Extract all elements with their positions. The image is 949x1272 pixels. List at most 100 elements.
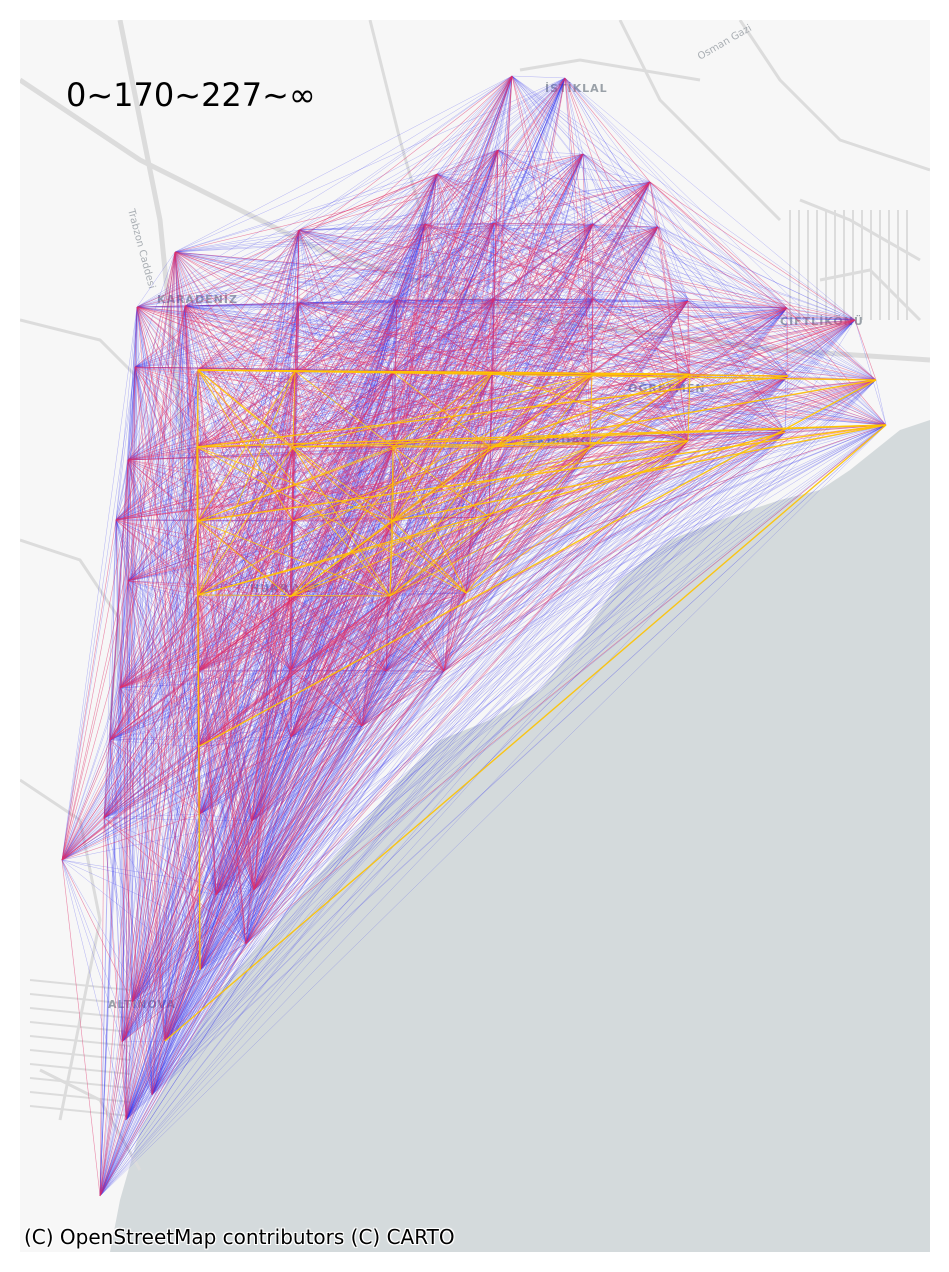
flow-line <box>125 889 255 1121</box>
flow-line <box>199 375 789 971</box>
flow-line <box>292 374 593 448</box>
flow-line <box>151 431 786 1096</box>
flow-line <box>109 594 199 741</box>
flow-line <box>136 306 856 321</box>
flow-line <box>199 370 296 971</box>
flow-line <box>199 596 291 971</box>
flow-line <box>127 229 300 461</box>
flow-line <box>99 374 593 1197</box>
flow-line <box>197 446 294 596</box>
flow-line <box>196 298 495 448</box>
flow-line <box>253 736 292 891</box>
flow-line <box>151 592 467 1096</box>
flow-line <box>115 519 199 672</box>
flow-line <box>119 299 398 689</box>
flow-line <box>589 440 689 448</box>
flow-line <box>497 149 659 228</box>
flow-line <box>492 77 566 373</box>
map-canvas[interactable]: İSTİKLAL KARADENİZ ÇİFTLİKÖNÜ OĞRETMEN TEKİR… <box>20 20 930 1252</box>
flow-line <box>215 424 887 896</box>
flow-line <box>196 181 651 448</box>
flow-line <box>389 431 786 597</box>
flow-line <box>582 153 689 442</box>
flow-line <box>184 302 300 307</box>
flow-line <box>289 592 467 671</box>
flow-line <box>99 594 199 1197</box>
flow-line <box>61 370 296 861</box>
flow-line <box>197 594 253 822</box>
flow-line <box>489 222 495 448</box>
flow-line <box>103 379 877 819</box>
flow-line <box>564 77 856 321</box>
flow-line <box>119 75 513 689</box>
flow-line <box>396 77 566 301</box>
flow-line <box>245 595 391 945</box>
flow-line <box>197 369 789 377</box>
flow-line <box>253 670 445 891</box>
flow-line <box>127 153 584 582</box>
flow-line <box>197 77 566 748</box>
flow-line <box>121 181 651 1043</box>
flow-line <box>151 943 247 1096</box>
road-segment <box>618 20 782 222</box>
flow-line <box>215 300 689 896</box>
flow-line <box>174 251 201 971</box>
flow-line <box>786 307 877 381</box>
flow-line <box>61 375 789 861</box>
flow-line <box>292 153 584 448</box>
flow-line <box>564 77 651 183</box>
flow-line <box>131 75 513 1003</box>
flow-line <box>136 173 438 308</box>
flow-line <box>292 153 584 522</box>
flow-line <box>136 306 199 522</box>
flow-line <box>121 298 594 1043</box>
flow-line <box>488 446 491 518</box>
flow-line <box>99 181 651 1197</box>
flow-line <box>564 77 584 155</box>
flow-line <box>199 440 689 971</box>
flow-line <box>174 251 198 448</box>
flow-line <box>392 440 689 448</box>
flow-line <box>245 375 789 945</box>
flow-line <box>184 226 659 307</box>
flow-line <box>592 226 659 300</box>
flow-line <box>564 77 659 228</box>
flow-line <box>511 75 856 321</box>
flow-line <box>689 373 786 433</box>
flow-line <box>184 305 877 381</box>
flow-line <box>361 424 887 727</box>
flow-line <box>215 173 438 896</box>
flow-line <box>61 670 445 861</box>
flow-line <box>197 223 426 371</box>
flow-line <box>136 306 201 971</box>
flow-line <box>511 75 877 381</box>
flow-line <box>151 379 877 1096</box>
flow-line <box>493 77 566 224</box>
flow-line <box>215 440 689 896</box>
flow-line <box>197 670 387 748</box>
flow-line <box>99 446 198 1197</box>
flow-line <box>99 595 391 1197</box>
flow-line <box>127 580 166 1042</box>
flow-line <box>184 305 291 598</box>
flow-line <box>298 229 495 300</box>
flow-line <box>493 153 584 224</box>
flow-line <box>127 446 394 461</box>
flow-line <box>127 459 467 594</box>
flow-line <box>151 75 513 1096</box>
flow-line <box>197 374 593 596</box>
flow-line <box>125 596 291 1121</box>
flow-line <box>164 943 247 1042</box>
flow-line <box>103 813 201 819</box>
flow-line <box>131 440 689 1003</box>
flow-line <box>197 594 255 891</box>
flow-line <box>127 580 201 971</box>
flow-line <box>392 173 438 448</box>
flow-line <box>99 379 877 1197</box>
flow-line <box>436 153 584 175</box>
flow-line <box>298 223 594 231</box>
flow-line <box>109 424 887 741</box>
flow-line <box>436 173 494 373</box>
flow-line <box>298 173 438 231</box>
street-segment <box>29 993 131 1005</box>
